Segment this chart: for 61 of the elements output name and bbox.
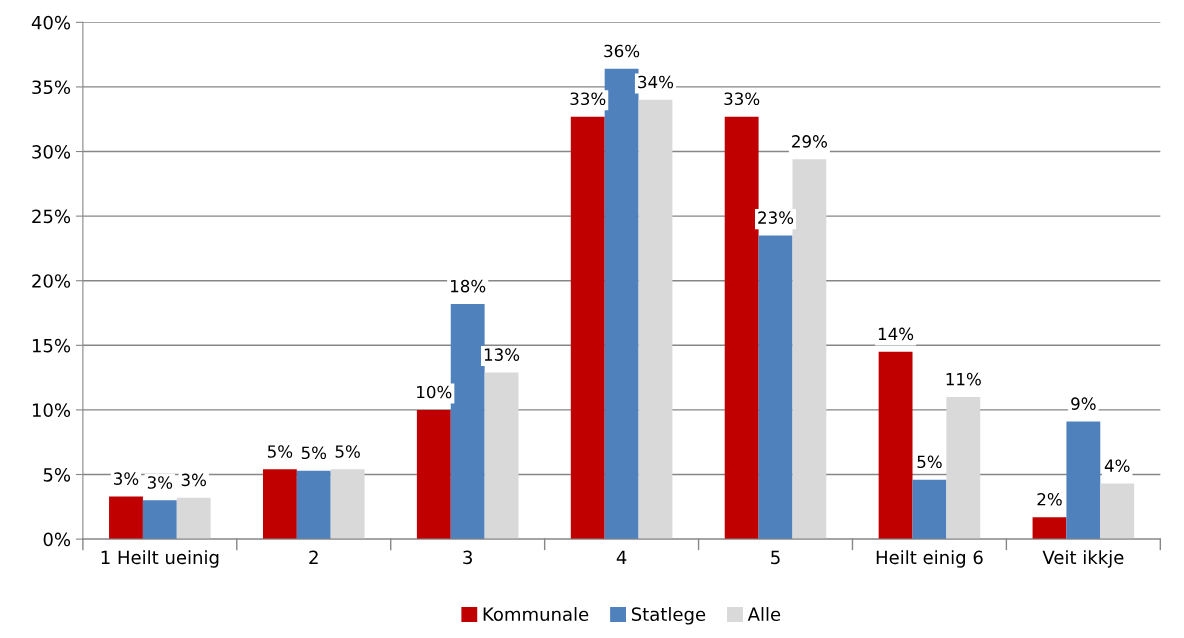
data-label: 13%: [484, 348, 520, 361]
bar: [758, 235, 793, 540]
data-label: 11%: [946, 372, 981, 386]
y-tick-label: 40%: [31, 15, 71, 30]
data-label: 9%: [1071, 397, 1096, 410]
bar: [296, 470, 331, 540]
legend-label: Kommunale: [483, 607, 589, 622]
legend-label: Alle: [747, 607, 781, 622]
data-label: 3%: [114, 472, 139, 485]
data-label: 3%: [181, 473, 206, 487]
x-tick-label: 2: [309, 550, 318, 564]
bar: [1066, 421, 1101, 540]
legend-label: Statlege: [631, 607, 706, 625]
bar: [570, 116, 605, 540]
data-label: 5%: [335, 445, 360, 458]
data-label: 14%: [878, 327, 914, 341]
bar: [724, 116, 759, 540]
bar: [416, 409, 451, 540]
data-label: 5%: [267, 445, 293, 458]
data-label: 29%: [792, 135, 827, 148]
bar: [604, 68, 639, 540]
bar: [1100, 483, 1135, 540]
data-label: 2%: [1037, 492, 1062, 506]
data-label: 23%: [758, 211, 794, 224]
data-label: 10%: [417, 385, 452, 399]
y-tick-label: 30%: [32, 144, 71, 159]
y-tick-label: 20%: [32, 274, 71, 288]
data-label: 3%: [147, 476, 173, 489]
bar: [912, 479, 947, 540]
bar: [638, 99, 673, 540]
bar: [176, 497, 211, 540]
data-label: 5%: [917, 455, 942, 469]
x-tick-label: Veit ikkje: [1042, 550, 1124, 568]
data-label: 33%: [724, 92, 760, 106]
bar: [109, 496, 143, 540]
bar: [1032, 517, 1067, 540]
bar: [262, 469, 297, 540]
y-tick-label: 15%: [32, 338, 71, 353]
bar: [330, 469, 365, 540]
bar: [450, 303, 485, 540]
bar: [792, 159, 827, 540]
y-tick-label: 25%: [32, 209, 71, 224]
bar: [878, 351, 913, 540]
x-tick-label: 3: [463, 550, 472, 565]
bar: [484, 372, 519, 540]
x-tick-label: Heilt einig 6: [876, 550, 983, 568]
data-label: 4%: [1104, 459, 1130, 472]
bar: [142, 500, 177, 540]
x-tick-label: 5: [771, 550, 780, 565]
x-tick-label: 1 Heilt ueinig: [101, 550, 219, 568]
x-tick-label: 4: [616, 550, 627, 564]
y-tick-label: 5%: [43, 467, 71, 482]
y-tick-label: 10%: [32, 403, 71, 418]
data-label: 36%: [604, 44, 640, 58]
y-tick-label: 35%: [32, 80, 71, 95]
data-label: 5%: [301, 446, 327, 460]
data-label: 33%: [570, 92, 606, 106]
y-tick-label: 0%: [43, 532, 71, 547]
bar: [946, 397, 981, 540]
data-label: 18%: [450, 279, 486, 293]
data-label: 34%: [638, 75, 674, 89]
